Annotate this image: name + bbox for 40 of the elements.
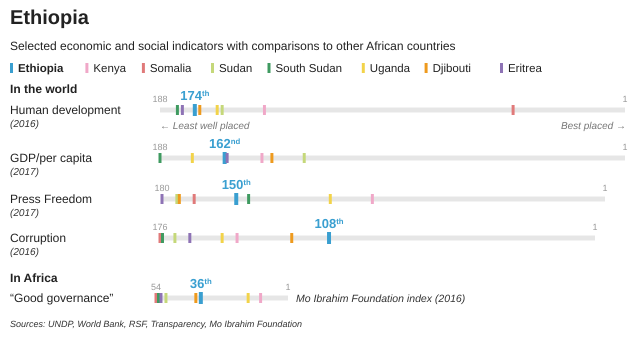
legend-label: Kenya bbox=[93, 63, 127, 75]
x-tick-label: 1 bbox=[285, 282, 291, 292]
y-tick-label: GDP/per capita bbox=[10, 151, 92, 165]
text: In Africa bbox=[10, 271, 58, 285]
annotation: ← Least well placed bbox=[160, 121, 250, 132]
legend-label: Eritrea bbox=[508, 63, 542, 75]
legend-label: Ethiopia bbox=[18, 63, 64, 75]
text: (2017) bbox=[10, 167, 39, 178]
annotation: Best placed → bbox=[560, 121, 626, 132]
legend-label: South Sudan bbox=[276, 63, 342, 75]
y-tick-label: “Good governance” bbox=[10, 291, 114, 305]
legend-label: Djibouti bbox=[432, 63, 471, 75]
data-label: 174$^{th}$ bbox=[180, 88, 210, 103]
annotation: Sources: UNDP, World Bank, RSF, Transparency, Mo Ibrahim Foundation bbox=[10, 319, 302, 329]
text: Ethiopia bbox=[10, 7, 90, 29]
x-tick-label: 1 bbox=[622, 142, 628, 152]
x-tick-label: 176 bbox=[152, 222, 168, 232]
text: (2017) bbox=[10, 208, 39, 219]
text: (2016) bbox=[10, 247, 39, 258]
y-tick-label: Human development bbox=[10, 103, 122, 117]
data-label: 162$^{nd}$ bbox=[209, 136, 240, 151]
data-label: 36$^{th}$ bbox=[190, 276, 212, 291]
legend-label: Uganda bbox=[370, 63, 411, 75]
y-tick-label: Corruption bbox=[10, 231, 66, 245]
legend-label: Somalia bbox=[150, 63, 192, 75]
text: Selected economic and social indicators with comparisons to other African countries bbox=[10, 39, 456, 53]
x-tick-label: 188 bbox=[152, 94, 168, 104]
x-tick-label: 1 bbox=[602, 183, 608, 193]
x-tick-label: 1 bbox=[592, 222, 598, 232]
text: (2016) bbox=[10, 119, 39, 130]
data-label: 108$^{th}$ bbox=[314, 216, 344, 231]
data-label: 150$^{th}$ bbox=[222, 177, 252, 192]
y-tick-label: Press Freedom bbox=[10, 192, 92, 206]
legend-label: Sudan bbox=[219, 63, 252, 75]
x-tick-label: 1 bbox=[622, 94, 628, 104]
x-tick-label: 54 bbox=[150, 282, 162, 292]
text: In the world bbox=[10, 82, 78, 96]
text: Mo Ibrahim Foundation index (2016) bbox=[296, 293, 466, 305]
x-tick-label: 188 bbox=[152, 142, 168, 152]
x-tick-label: 180 bbox=[154, 183, 170, 193]
